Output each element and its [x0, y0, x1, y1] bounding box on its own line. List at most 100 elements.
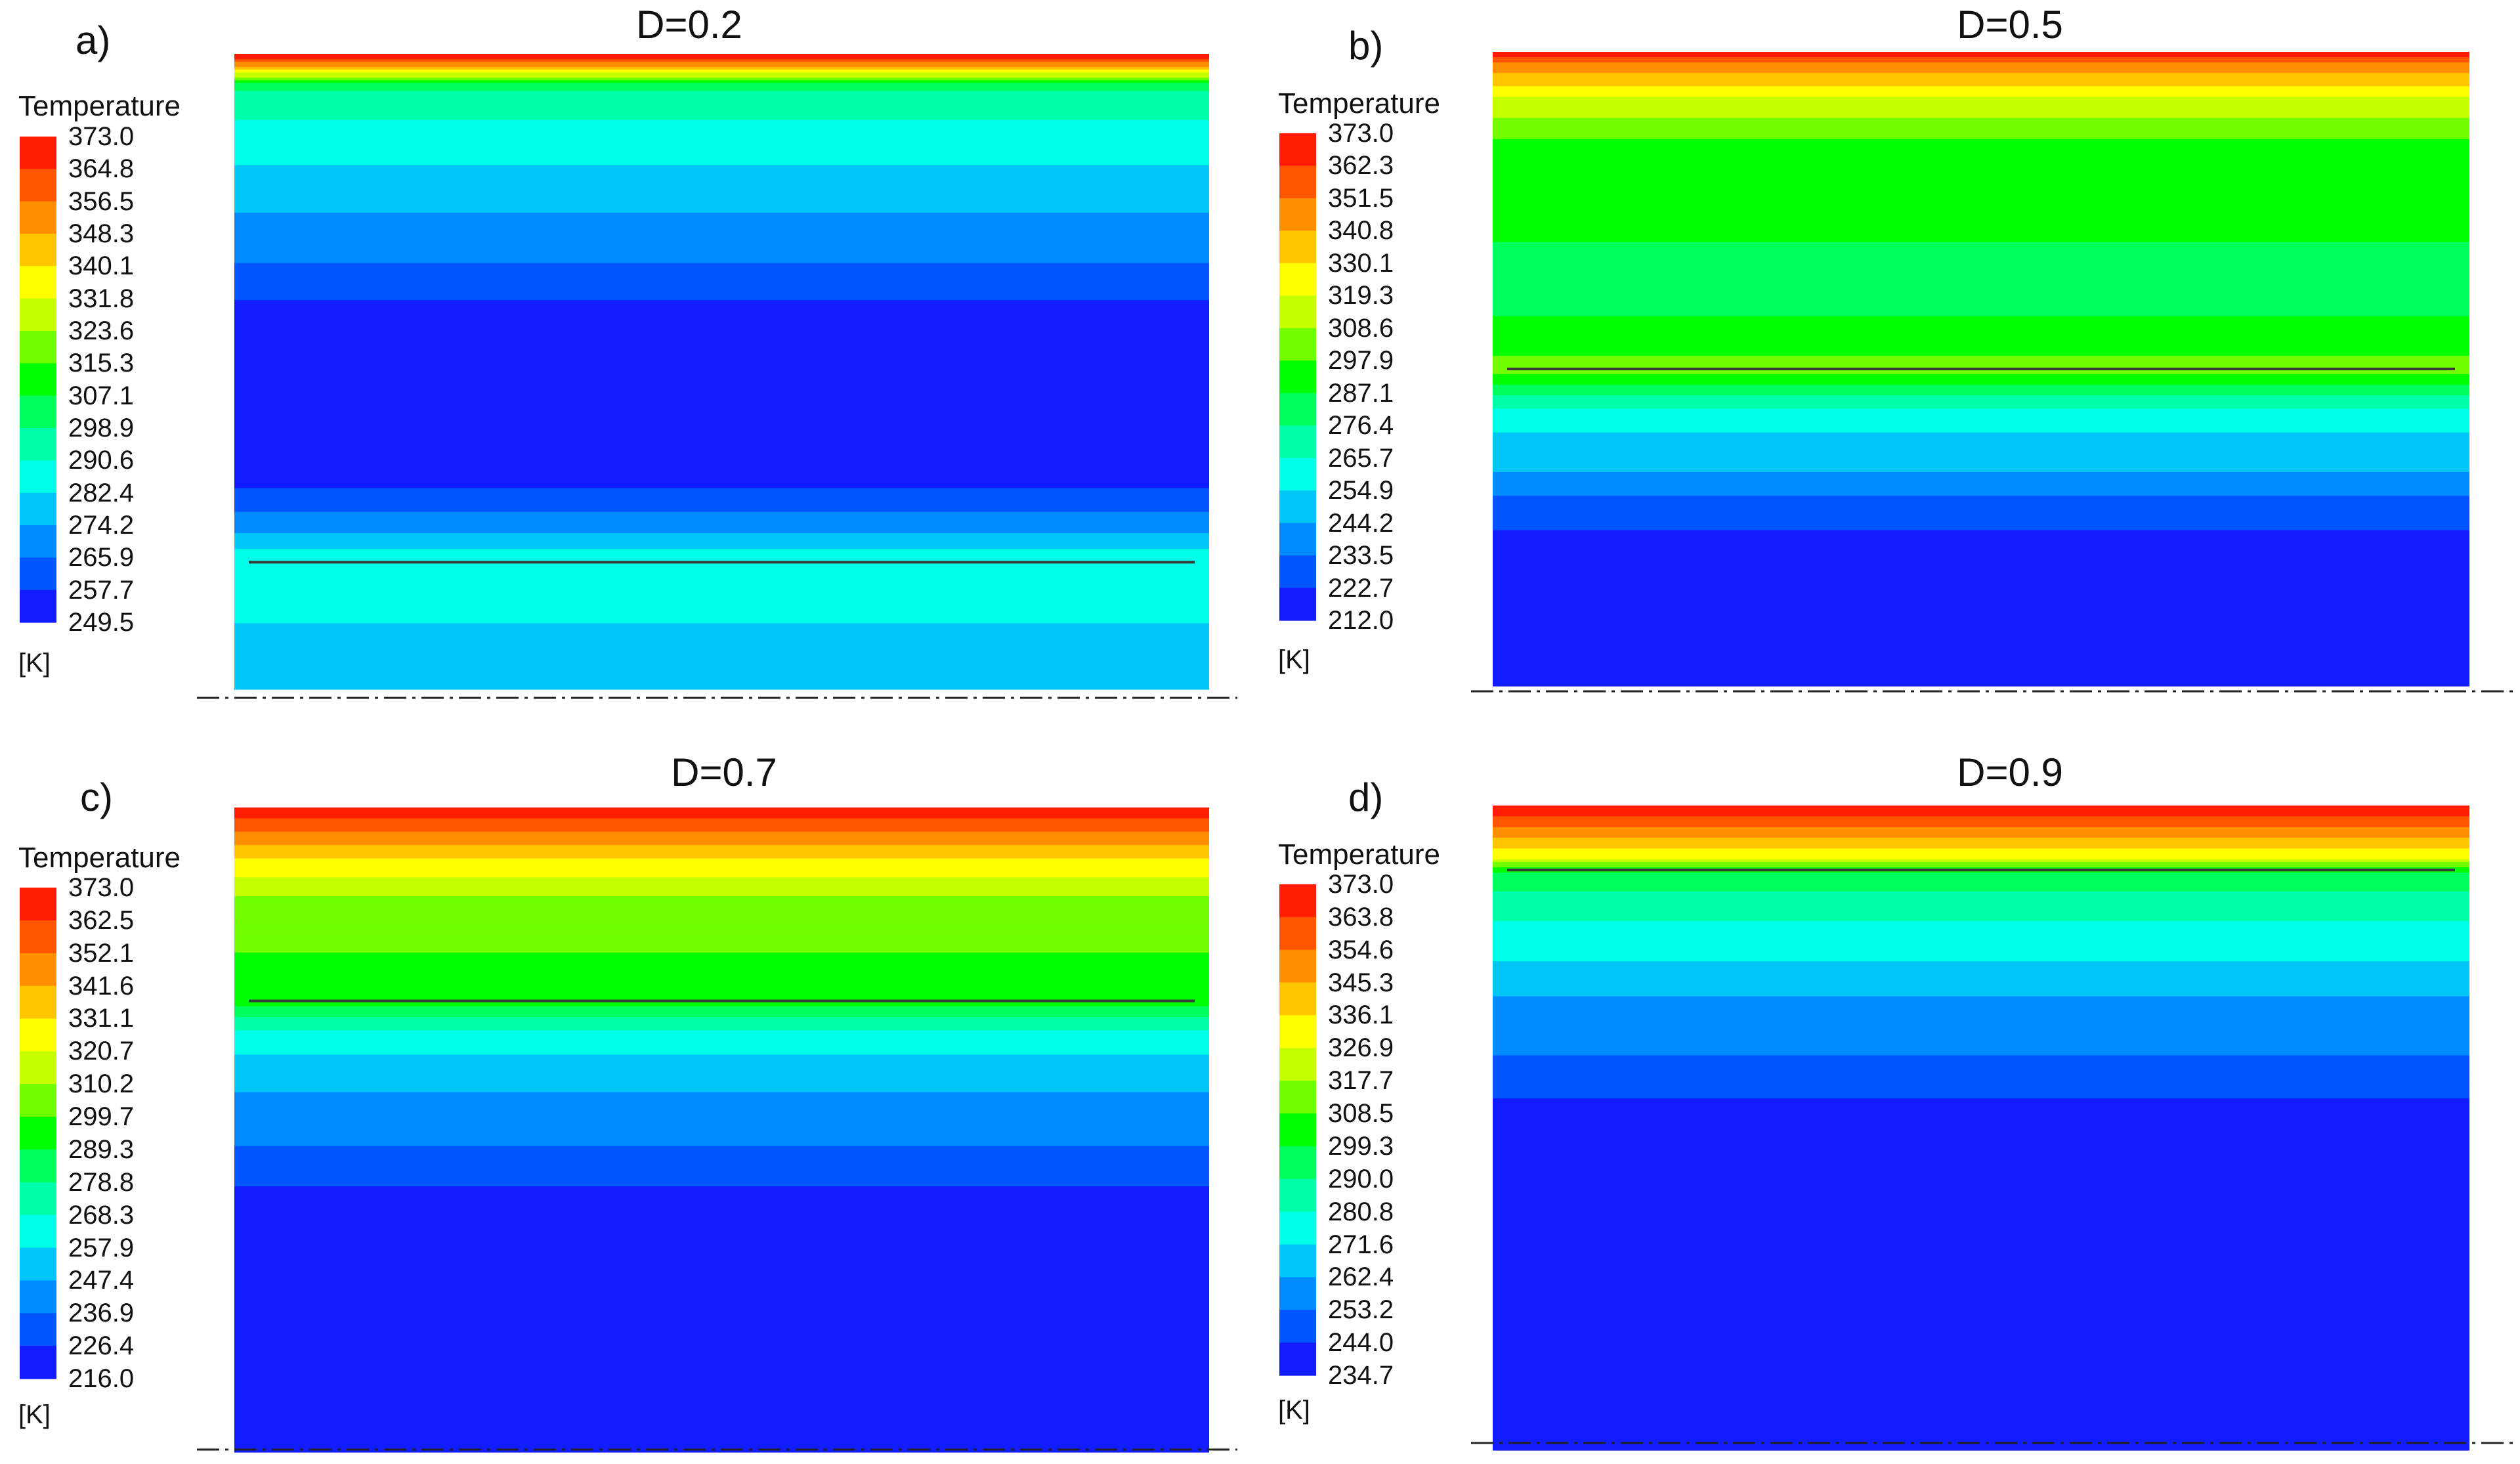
field-band: [234, 218, 1209, 221]
colorbar-tick-label: 330.1: [1328, 248, 1394, 278]
field-band: [1493, 607, 2469, 610]
field-band: [1493, 522, 2469, 526]
field-band: [1493, 1117, 2469, 1121]
field-band: [1493, 1020, 2469, 1024]
field-band: [234, 885, 1209, 889]
field-band: [234, 236, 1209, 240]
field-band: [1493, 493, 2469, 496]
field-band: [1493, 1079, 2469, 1083]
field-band: [1493, 913, 2469, 916]
field-band: [1493, 1267, 2469, 1271]
field-band: [1493, 194, 2469, 198]
field-band: [234, 1070, 1209, 1074]
field-band: [234, 141, 1209, 144]
field-band: [1493, 1071, 2469, 1075]
colorbar-tick-label: 331.8: [68, 284, 135, 313]
field-band: [1493, 385, 2469, 388]
field-band: [1493, 1289, 2469, 1293]
field-band: [1493, 999, 2469, 1002]
field-band: [234, 1398, 1209, 1402]
field-band: [234, 139, 1209, 142]
colorbar-band: [20, 525, 56, 558]
field-band: [1493, 377, 2469, 380]
field-band: [234, 934, 1209, 937]
field-band: [234, 1371, 1209, 1375]
field-band: [1493, 1235, 2469, 1239]
field-band: [1493, 988, 2469, 991]
field-band: [1493, 292, 2469, 295]
field-band: [234, 1092, 1209, 1096]
field-band: [234, 636, 1209, 639]
field-band: [234, 278, 1209, 282]
field-band: [234, 562, 1209, 566]
field-band: [234, 385, 1209, 388]
field-band: [1493, 295, 2469, 298]
field-band: [1493, 263, 2469, 267]
field-band: [1493, 1050, 2469, 1054]
field-band: [234, 882, 1209, 886]
field-band: [234, 519, 1209, 523]
field-band: [234, 59, 1209, 62]
field-band: [1493, 865, 2469, 868]
field-band: [234, 1237, 1209, 1241]
field-band: [234, 83, 1209, 86]
field-band: [234, 1385, 1209, 1389]
field-band: [234, 944, 1209, 948]
field-band: [234, 1428, 1209, 1431]
field-band: [234, 987, 1209, 991]
field-band: [234, 660, 1209, 664]
field-band: [234, 1342, 1209, 1345]
field-band: [1493, 86, 2469, 89]
colorbar-band: [20, 590, 56, 623]
field-band: [234, 96, 1209, 100]
field-band: [234, 1320, 1209, 1324]
field-band: [1493, 360, 2469, 364]
field-band: [234, 1259, 1209, 1262]
field-band: [1493, 125, 2469, 129]
field-band: [234, 255, 1209, 259]
field-band: [234, 939, 1209, 943]
field-band: [234, 1318, 1209, 1322]
field-band: [1493, 1216, 2469, 1220]
colorbar-band: [1279, 458, 1316, 491]
colorbar-tick-label: 345.3: [1328, 968, 1394, 997]
field-band: [1493, 1106, 2469, 1109]
field-band: [234, 112, 1209, 116]
field-band: [234, 1285, 1209, 1289]
field-band: [234, 347, 1209, 351]
field-band: [1493, 450, 2469, 454]
colorbar-tick-label: 348.3: [68, 219, 135, 248]
field-band: [234, 1419, 1209, 1423]
field-band: [1493, 75, 2469, 79]
field-band: [1493, 880, 2469, 884]
field-band: [234, 517, 1209, 521]
field-band: [1493, 290, 2469, 293]
field-band: [1493, 588, 2469, 592]
field-band: [1493, 643, 2469, 647]
field-band: [1493, 1294, 2469, 1298]
colorbar-band: [1279, 949, 1316, 983]
field-band: [234, 1008, 1209, 1012]
field-band: [234, 686, 1209, 690]
panel-label-a: a): [75, 18, 111, 62]
field-band: [234, 173, 1209, 177]
field-band: [234, 952, 1209, 956]
field-band: [234, 899, 1209, 902]
field-band: [1493, 1063, 2469, 1067]
field-band: [234, 239, 1209, 242]
field-band: [234, 1146, 1209, 1150]
field-band: [1493, 1104, 2469, 1107]
field-band: [1493, 387, 2469, 391]
field-band: [1493, 379, 2469, 383]
field-band: [234, 382, 1209, 385]
field-band: [234, 1073, 1209, 1077]
field-band: [1493, 70, 2469, 74]
colorbar-tick-label: 276.4: [1328, 411, 1394, 441]
field-band: [234, 175, 1209, 179]
field-band: [234, 459, 1209, 462]
field-band: [234, 377, 1209, 380]
field-band: [1493, 1015, 2469, 1018]
field-band: [234, 72, 1209, 75]
field-band: [1493, 678, 2469, 681]
field-band: [1493, 1326, 2469, 1330]
